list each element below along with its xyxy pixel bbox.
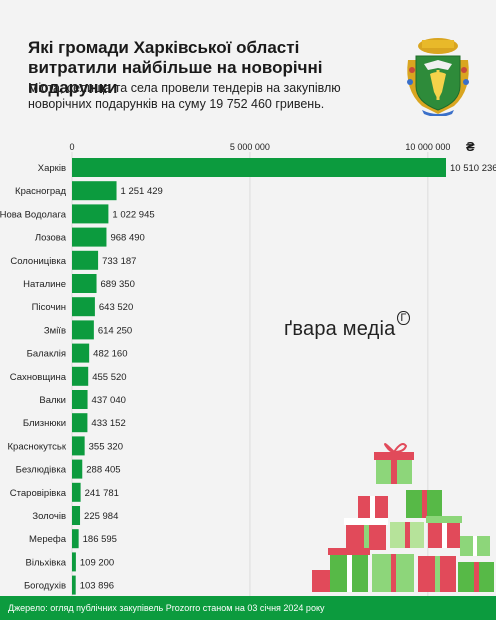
category-label: Валки bbox=[39, 395, 66, 406]
bar bbox=[72, 506, 81, 525]
bar-chart: 0 5 000 000 10 000 000 Харків 10 510 236 Крас… bbox=[0, 142, 496, 600]
data-label: 455 520 bbox=[92, 372, 126, 383]
data-label: 241 781 bbox=[85, 488, 119, 499]
data-label: 225 984 bbox=[84, 511, 118, 522]
category-label: Безлюдівка bbox=[16, 465, 67, 476]
bar bbox=[72, 575, 76, 595]
data-label: 482 160 bbox=[93, 349, 127, 360]
bar bbox=[72, 274, 97, 293]
data-label: 437 040 bbox=[92, 395, 126, 406]
category-label: Зміїв bbox=[44, 325, 66, 336]
data-label: 186 595 bbox=[83, 534, 117, 545]
bar bbox=[72, 181, 117, 201]
category-label: Мерефа bbox=[29, 534, 67, 545]
bar bbox=[72, 158, 446, 177]
gift-box bbox=[374, 443, 414, 484]
bar bbox=[72, 390, 88, 409]
x-tick-label: 5 000 000 bbox=[230, 142, 270, 152]
data-label: 103 896 bbox=[80, 581, 114, 592]
data-label: 433 152 bbox=[91, 418, 125, 429]
bar bbox=[72, 552, 76, 572]
data-label: 689 350 bbox=[101, 279, 135, 290]
category-label: Солоницівка bbox=[10, 256, 66, 267]
data-label: 614 250 bbox=[98, 325, 132, 336]
bar bbox=[72, 366, 89, 386]
page-title: Які громади Харківської області витратил… bbox=[28, 38, 323, 97]
currency-unit: ₴ bbox=[466, 139, 475, 154]
category-label: Близнюки bbox=[23, 418, 66, 429]
data-label: 109 200 bbox=[80, 557, 114, 568]
bar bbox=[72, 250, 99, 270]
category-label: Балаклія bbox=[27, 349, 66, 360]
data-label: 355 320 bbox=[89, 441, 123, 452]
gift-boxes-illustration bbox=[312, 443, 494, 592]
page-subtitle: Міста, селища та села провели тендерів н… bbox=[28, 81, 341, 111]
category-label: Харків bbox=[38, 163, 66, 174]
category-label: Краснокутськ bbox=[8, 441, 67, 452]
bar bbox=[72, 343, 90, 363]
category-label: Красноград bbox=[15, 186, 66, 197]
data-label: 1 022 945 bbox=[112, 209, 154, 220]
brand-mark: Г bbox=[397, 311, 410, 326]
bar bbox=[72, 459, 83, 479]
bar bbox=[72, 297, 95, 317]
bar bbox=[72, 227, 107, 247]
x-tick-label: 0 bbox=[69, 142, 74, 152]
data-label: 733 187 bbox=[102, 256, 136, 267]
x-tick-label: 10 000 000 bbox=[405, 142, 450, 152]
data-label: 968 490 bbox=[110, 233, 144, 244]
bar bbox=[72, 204, 109, 224]
data-label: 10 510 236 bbox=[450, 163, 496, 174]
bar bbox=[72, 482, 81, 502]
bar bbox=[72, 320, 94, 340]
brand-watermark: ґвара медіа Г bbox=[284, 311, 410, 341]
bar bbox=[72, 436, 85, 456]
category-label: Вільхівка bbox=[26, 557, 67, 568]
category-label: Лозова bbox=[35, 233, 67, 244]
source-footer: Джерело: огляд публічних закупівель Proz… bbox=[0, 596, 496, 620]
data-label: 643 520 bbox=[99, 302, 133, 313]
bar bbox=[72, 529, 79, 549]
category-label: Наталине bbox=[23, 279, 66, 290]
category-label: Богодухів bbox=[24, 581, 66, 592]
brand-name: ґвара медіа bbox=[284, 318, 396, 340]
category-label: Нова Водолага bbox=[0, 209, 67, 220]
data-label: 1 251 429 bbox=[121, 186, 163, 197]
category-label: Золочів bbox=[32, 511, 66, 522]
category-label: Старовірівка bbox=[10, 488, 67, 499]
bar bbox=[72, 413, 88, 433]
category-label: Пісочин bbox=[32, 302, 66, 313]
category-label: Сахновщина bbox=[10, 372, 67, 383]
data-label: 288 405 bbox=[86, 465, 120, 476]
kharkiv-oblast-coat-of-arms-icon bbox=[407, 38, 469, 116]
